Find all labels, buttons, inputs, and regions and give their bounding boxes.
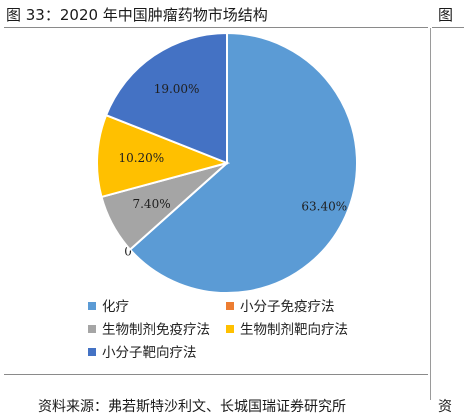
slice-data-label: 10.20%	[118, 151, 164, 165]
legend-entry: 小分子靶向疗法	[102, 345, 197, 361]
legend-entry: 生物制剂免疫疗法	[102, 322, 210, 338]
slice-data-label: 63.40%	[301, 200, 347, 214]
legend-entry: 化疗	[102, 299, 129, 315]
legend-swatch	[88, 302, 96, 310]
legend-swatch	[88, 325, 96, 333]
legend-swatch	[226, 302, 234, 310]
figure-title: 图 33：2020 年中国肿瘤药物市场结构	[6, 6, 268, 24]
pie-slice	[96, 113, 231, 199]
pie-chart: 63.40% 0 7.40% 10.20% 19.00% 化疗 小分子免疫疗法生物制剂免疫疗…	[88, 31, 358, 361]
slice-data-label: 0	[124, 244, 132, 258]
title-rule	[4, 27, 428, 28]
legend-swatch	[88, 348, 96, 356]
legend-entry: 小分子免疫疗法	[240, 299, 335, 315]
pie-slice	[104, 31, 228, 165]
pie-slice	[128, 31, 358, 294]
adjacent-title-rule	[432, 27, 464, 28]
slice-data-label: 19.00%	[154, 82, 200, 96]
legend-entry: 生物制剂靶向疗法	[240, 322, 348, 338]
legend-swatch	[226, 325, 234, 333]
source-note: 资料来源：弗若斯特沙利文、长城国瑞证券研究所	[38, 399, 346, 415]
bottom-rule	[4, 374, 428, 375]
column-divider	[430, 28, 431, 400]
slice-data-label: 7.40%	[132, 197, 170, 211]
adjacent-figure-title: 图	[438, 6, 454, 24]
adjacent-source-note: 资	[438, 399, 452, 415]
